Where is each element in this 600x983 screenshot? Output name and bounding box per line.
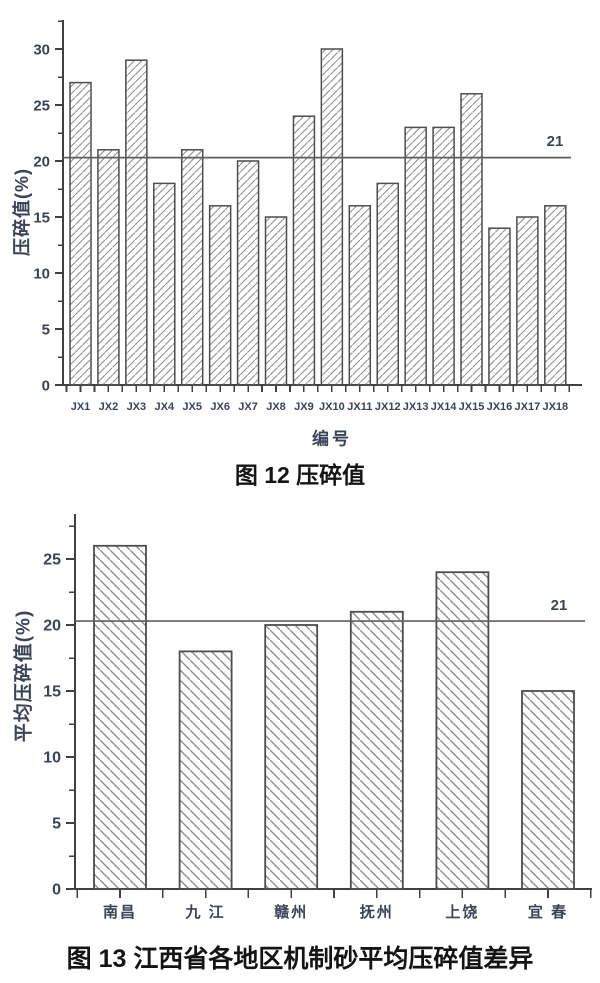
bar-JX18: [544, 205, 567, 386]
bar-JX8: [264, 216, 288, 386]
figure-13-bar-chart: 0 5 10 15 20 25 南昌 九 江 赣州 抚州 上饶 宜 春 21: [43, 514, 592, 921]
category-label: 抚州: [360, 903, 394, 921]
figure-13-caption: 图 13 江西省各地区机制砂平均压碎值差异: [66, 945, 534, 973]
bar-抚州: [349, 610, 404, 890]
category-label: JX4: [155, 401, 175, 413]
bar-JX5: [180, 149, 204, 386]
category-label: JX14: [431, 401, 458, 413]
bar-JX4: [153, 182, 176, 386]
bar-宜春: [521, 690, 575, 890]
y-tick-label: 25: [43, 552, 61, 569]
category-label: 赣州: [274, 903, 308, 921]
y-tick-label: 5: [52, 816, 61, 833]
category-label: 九 江: [185, 903, 226, 921]
figure-13-y-axis-label: 平均压碎值(%): [13, 609, 35, 743]
category-label: JX5: [182, 401, 202, 413]
category-label: JX8: [266, 401, 286, 413]
bar-JX17: [516, 216, 539, 386]
category-label: JX11: [347, 401, 372, 413]
bar-JX2: [97, 149, 120, 386]
y-tick-label: 10: [33, 265, 50, 282]
y-tick-label: 30: [33, 41, 50, 58]
y-tick-label: 0: [42, 377, 50, 394]
category-label: JX12: [375, 401, 401, 413]
figure-12-bar-chart: 0 5 10 15 20 25 30 JX1 JX2 JX3 JX4 JX5 JX6 JX7 JX8 JX9 J…: [33, 20, 582, 413]
figure-12-caption: 图 12 压碎值: [234, 462, 366, 488]
bar-JX11: [348, 205, 372, 386]
category-label: 南昌: [103, 903, 137, 921]
bar-JX3: [125, 59, 148, 386]
bar-上饶: [435, 571, 490, 890]
category-label: 上饶: [445, 903, 479, 921]
figure-12-y-axis-label: 压碎值(%): [12, 168, 32, 256]
figure-12-x-axis-label: 编号: [312, 429, 352, 449]
category-label: JX15: [459, 401, 485, 413]
category-label: JX18: [542, 401, 568, 413]
category-label: JX7: [238, 401, 258, 413]
category-label: JX1: [71, 401, 91, 413]
category-label: JX9: [294, 401, 314, 413]
bar-JX13: [404, 126, 427, 386]
category-label: JX2: [99, 401, 119, 413]
bar-JX9: [292, 115, 316, 386]
bar-南昌: [93, 544, 147, 890]
y-tick-label: 20: [33, 153, 50, 170]
category-label: 宜 春: [528, 903, 568, 921]
bar-赣州: [264, 624, 319, 890]
reference-line-label: 21: [551, 597, 568, 614]
category-label: JX13: [403, 401, 429, 413]
bar-九江: [178, 650, 233, 890]
bar-JX7: [236, 160, 260, 386]
category-label: JX6: [210, 401, 230, 413]
bar-JX1: [69, 81, 92, 386]
y-tick-label: 15: [33, 209, 50, 226]
reference-line-label: 21: [547, 133, 564, 150]
y-tick-label: 15: [43, 684, 61, 701]
bar-JX15: [460, 93, 483, 386]
category-label: JX10: [319, 401, 345, 413]
bar-JX14: [432, 126, 455, 386]
bar-JX12: [376, 182, 399, 386]
y-tick-label: 25: [33, 97, 50, 114]
category-label: JX3: [127, 401, 147, 413]
bar-JX10: [320, 48, 344, 386]
y-tick-label: 20: [43, 618, 61, 635]
bar-JX16: [488, 227, 511, 386]
category-label: JX17: [515, 401, 541, 413]
bar-JX6: [208, 205, 232, 386]
y-tick-label: 0: [52, 882, 61, 899]
category-label: JX16: [487, 401, 513, 413]
y-tick-label: 10: [43, 750, 61, 767]
y-tick-label: 5: [42, 321, 50, 338]
